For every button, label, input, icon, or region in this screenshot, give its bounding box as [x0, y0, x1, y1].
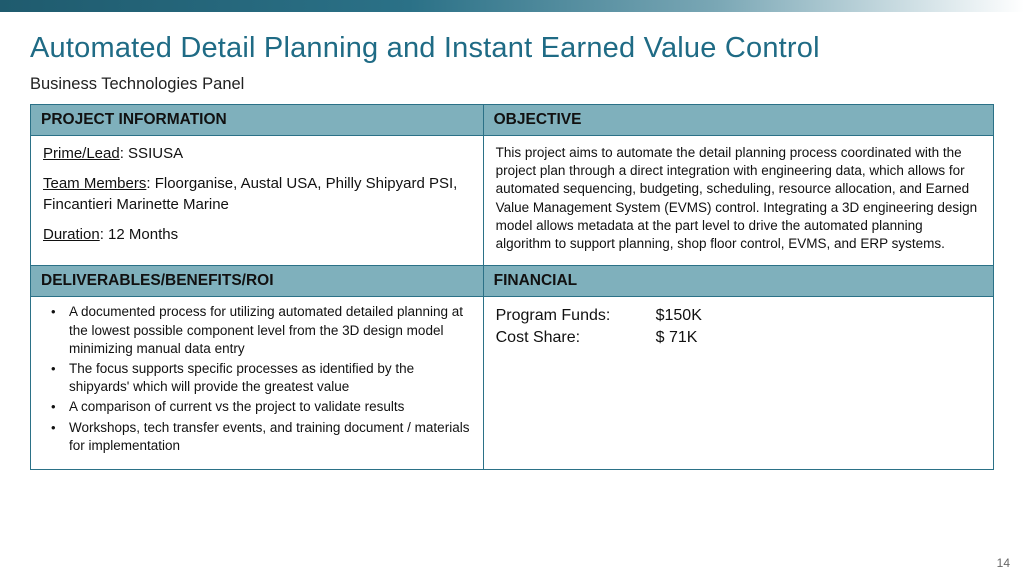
header-financial: FINANCIAL	[483, 266, 993, 297]
cost-share-row: Cost Share: $ 71K	[496, 327, 981, 349]
cell-objective: This project aims to automate the detail…	[483, 136, 993, 266]
cost-share-label: Cost Share:	[496, 327, 656, 349]
header-row-2: DELIVERABLES/BENEFITS/ROI FINANCIAL	[31, 266, 994, 297]
duration: Duration: 12 Months	[43, 225, 471, 245]
deliverable-item: The focus supports specific processes as…	[43, 360, 471, 396]
team-members: Team Members: Floorganise, Austal USA, P…	[43, 174, 471, 215]
header-deliverables: DELIVERABLES/BENEFITS/ROI	[31, 266, 484, 297]
cell-deliverables: A documented process for utilizing autom…	[31, 297, 484, 470]
deliverable-item: Workshops, tech transfer events, and tra…	[43, 419, 471, 455]
objective-text: This project aims to automate the detail…	[496, 145, 978, 251]
header-project-info: PROJECT INFORMATION	[31, 105, 484, 136]
page-subtitle: Business Technologies Panel	[30, 75, 994, 94]
cost-share-value: $ 71K	[656, 327, 698, 349]
page-number: 14	[997, 556, 1010, 570]
deliverable-item: A documented process for utilizing autom…	[43, 303, 471, 358]
program-funds-label: Program Funds:	[496, 305, 656, 327]
program-funds-row: Program Funds: $150K	[496, 305, 981, 327]
prime-lead: Prime/Lead: SSIUSA	[43, 144, 471, 164]
row-project-objective: Prime/Lead: SSIUSA Team Members: Floorga…	[31, 136, 994, 266]
deliverable-item: A comparison of current vs the project t…	[43, 398, 471, 416]
prime-lead-label: Prime/Lead	[43, 145, 120, 162]
cell-financial: Program Funds: $150K Cost Share: $ 71K	[483, 297, 993, 470]
slide: Automated Detail Planning and Instant Ea…	[0, 0, 1024, 576]
top-gradient-bar	[0, 0, 1024, 12]
page-title: Automated Detail Planning and Instant Ea…	[30, 32, 994, 65]
header-objective: OBJECTIVE	[483, 105, 993, 136]
deliverables-list: A documented process for utilizing autom…	[43, 303, 471, 455]
program-funds-value: $150K	[656, 305, 702, 327]
duration-label: Duration	[43, 226, 100, 243]
info-table: PROJECT INFORMATION OBJECTIVE Prime/Lead…	[30, 104, 994, 470]
row-deliverables-financial: A documented process for utilizing autom…	[31, 297, 994, 470]
header-row-1: PROJECT INFORMATION OBJECTIVE	[31, 105, 994, 136]
team-members-label: Team Members	[43, 175, 146, 192]
cell-project-info: Prime/Lead: SSIUSA Team Members: Floorga…	[31, 136, 484, 266]
duration-value: : 12 Months	[100, 226, 178, 243]
content-area: Automated Detail Planning and Instant Ea…	[0, 12, 1024, 470]
prime-lead-value: : SSIUSA	[120, 145, 183, 162]
